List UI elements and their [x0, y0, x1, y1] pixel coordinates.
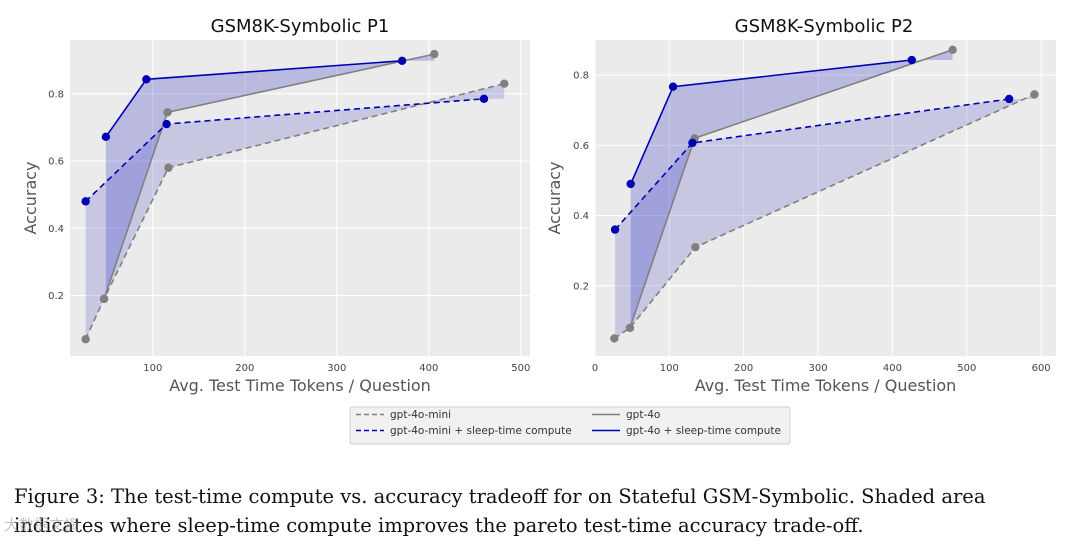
y-tick-label: 0.2: [48, 291, 64, 302]
chart-panel-p1: 100 200 300 400 500 0.2 0.4 0.6 0.8 GSM8K-Symboli…: [21, 16, 530, 395]
y-axis-label: Accuracy: [21, 161, 40, 234]
y-tick-label: 0.4: [573, 211, 589, 222]
shaded-area-gpt-4o-mini: [85, 83, 505, 340]
data-point-gpt-4o-sleep-time-compute: [626, 179, 635, 189]
x-tick-label: 500: [511, 363, 530, 374]
data-point-gpt-4o-sleep-time-compute: [101, 132, 111, 142]
data-point-gpt-4o-sleep-time-compute: [907, 55, 916, 65]
legend-label-gpt-4o: gpt-4o: [626, 409, 660, 421]
legend: gpt-4o-mini gpt-4o-mini + sleep-time comp…: [349, 406, 791, 445]
data-point-gpt-4o-mini: [164, 163, 173, 172]
figure-caption: Figure 3: The test-time compute vs. accu…: [14, 485, 986, 537]
x-tick-label: 500: [957, 363, 976, 374]
x-tick-label: 100: [143, 363, 162, 374]
data-point-gpt-4o-mini-sleep-time-compute: [81, 197, 90, 206]
series-line-gpt-4o-mini: [613, 93, 1035, 340]
x-axis-label: Avg. Test Time Tokens / Question: [695, 376, 957, 395]
x-tick-label: 0: [592, 363, 598, 374]
data-point-gpt-4o: [99, 294, 109, 304]
y-tick-label: 0.8: [48, 89, 64, 100]
data-point-gpt-4o: [948, 45, 957, 55]
data-point-gpt-4o-mini: [610, 334, 619, 343]
data-point-gpt-4o-mini-sleep-time-compute: [479, 94, 489, 104]
y-axis-label: Accuracy: [545, 161, 564, 234]
x-tick-label: 200: [235, 363, 254, 374]
x-tick-label: 200: [734, 363, 753, 374]
figure: 100 200 300 400 500 0.2 0.4 0.6 0.8 GSM8K-Symboli…: [21, 16, 1056, 445]
data-point-gpt-4o-mini-sleep-time-compute: [1004, 94, 1014, 104]
y-tick-label: 0.8: [573, 71, 589, 82]
data-point-gpt-4o-mini: [81, 334, 90, 344]
x-axis-label: Avg. Test Time Tokens / Question: [169, 376, 431, 395]
y-tick-label: 0.2: [573, 281, 589, 292]
chart-title: GSM8K-Symbolic P1: [211, 16, 390, 37]
x-tick-label: 400: [883, 363, 902, 374]
data-point-gpt-4o-sleep-time-compute: [397, 56, 407, 66]
data-point-gpt-4o-mini: [1030, 90, 1039, 99]
chart-panel-p2: 0 100 200 300 400 500 600 0.2 0.4 0.6 0.8 GSM8K-Sym…: [545, 16, 1056, 395]
data-point-gpt-4o-mini-sleep-time-compute: [610, 225, 620, 234]
series-line-gpt-4o-mini: [84, 82, 505, 340]
data-point-gpt-4o-mini: [500, 79, 509, 88]
y-tick-label: 0.4: [48, 224, 64, 235]
legend-label-gpt-4o-mini-sleep-time-compute: gpt-4o-mini + sleep-time compute: [390, 425, 572, 437]
shaded-area-gpt-4o: [630, 49, 953, 326]
legend-label-gpt-4o-sleep-time-compute: gpt-4o + sleep-time compute: [626, 425, 781, 437]
data-point-gpt-4o-sleep-time-compute: [142, 75, 151, 84]
x-tick-label: 600: [1032, 363, 1051, 374]
x-tick-label: 300: [809, 363, 828, 374]
shaded-area-gpt-4o-mini: [615, 94, 1035, 338]
watermark: 大数据文摘: [4, 516, 80, 534]
plot-area: [70, 40, 530, 356]
y-tick-label: 0.6: [48, 157, 64, 168]
data-point-gpt-4o: [625, 323, 635, 333]
data-point-gpt-4o-sleep-time-compute: [668, 82, 678, 91]
legend-box: [349, 406, 791, 445]
data-point-gpt-4o-mini: [691, 242, 700, 252]
x-tick-label: 100: [660, 363, 679, 374]
legend-label-gpt-4o-mini: gpt-4o-mini: [390, 409, 451, 421]
data-point-gpt-4o-mini-sleep-time-compute: [688, 138, 697, 148]
x-tick-label: 400: [419, 363, 438, 374]
data-point-gpt-4o: [430, 49, 439, 59]
data-point-gpt-4o: [163, 108, 172, 117]
y-tick-label: 0.6: [573, 141, 589, 152]
x-tick-label: 300: [327, 363, 346, 374]
chart-title: GSM8K-Symbolic P2: [735, 16, 914, 37]
data-point-gpt-4o-mini-sleep-time-compute: [162, 119, 171, 129]
